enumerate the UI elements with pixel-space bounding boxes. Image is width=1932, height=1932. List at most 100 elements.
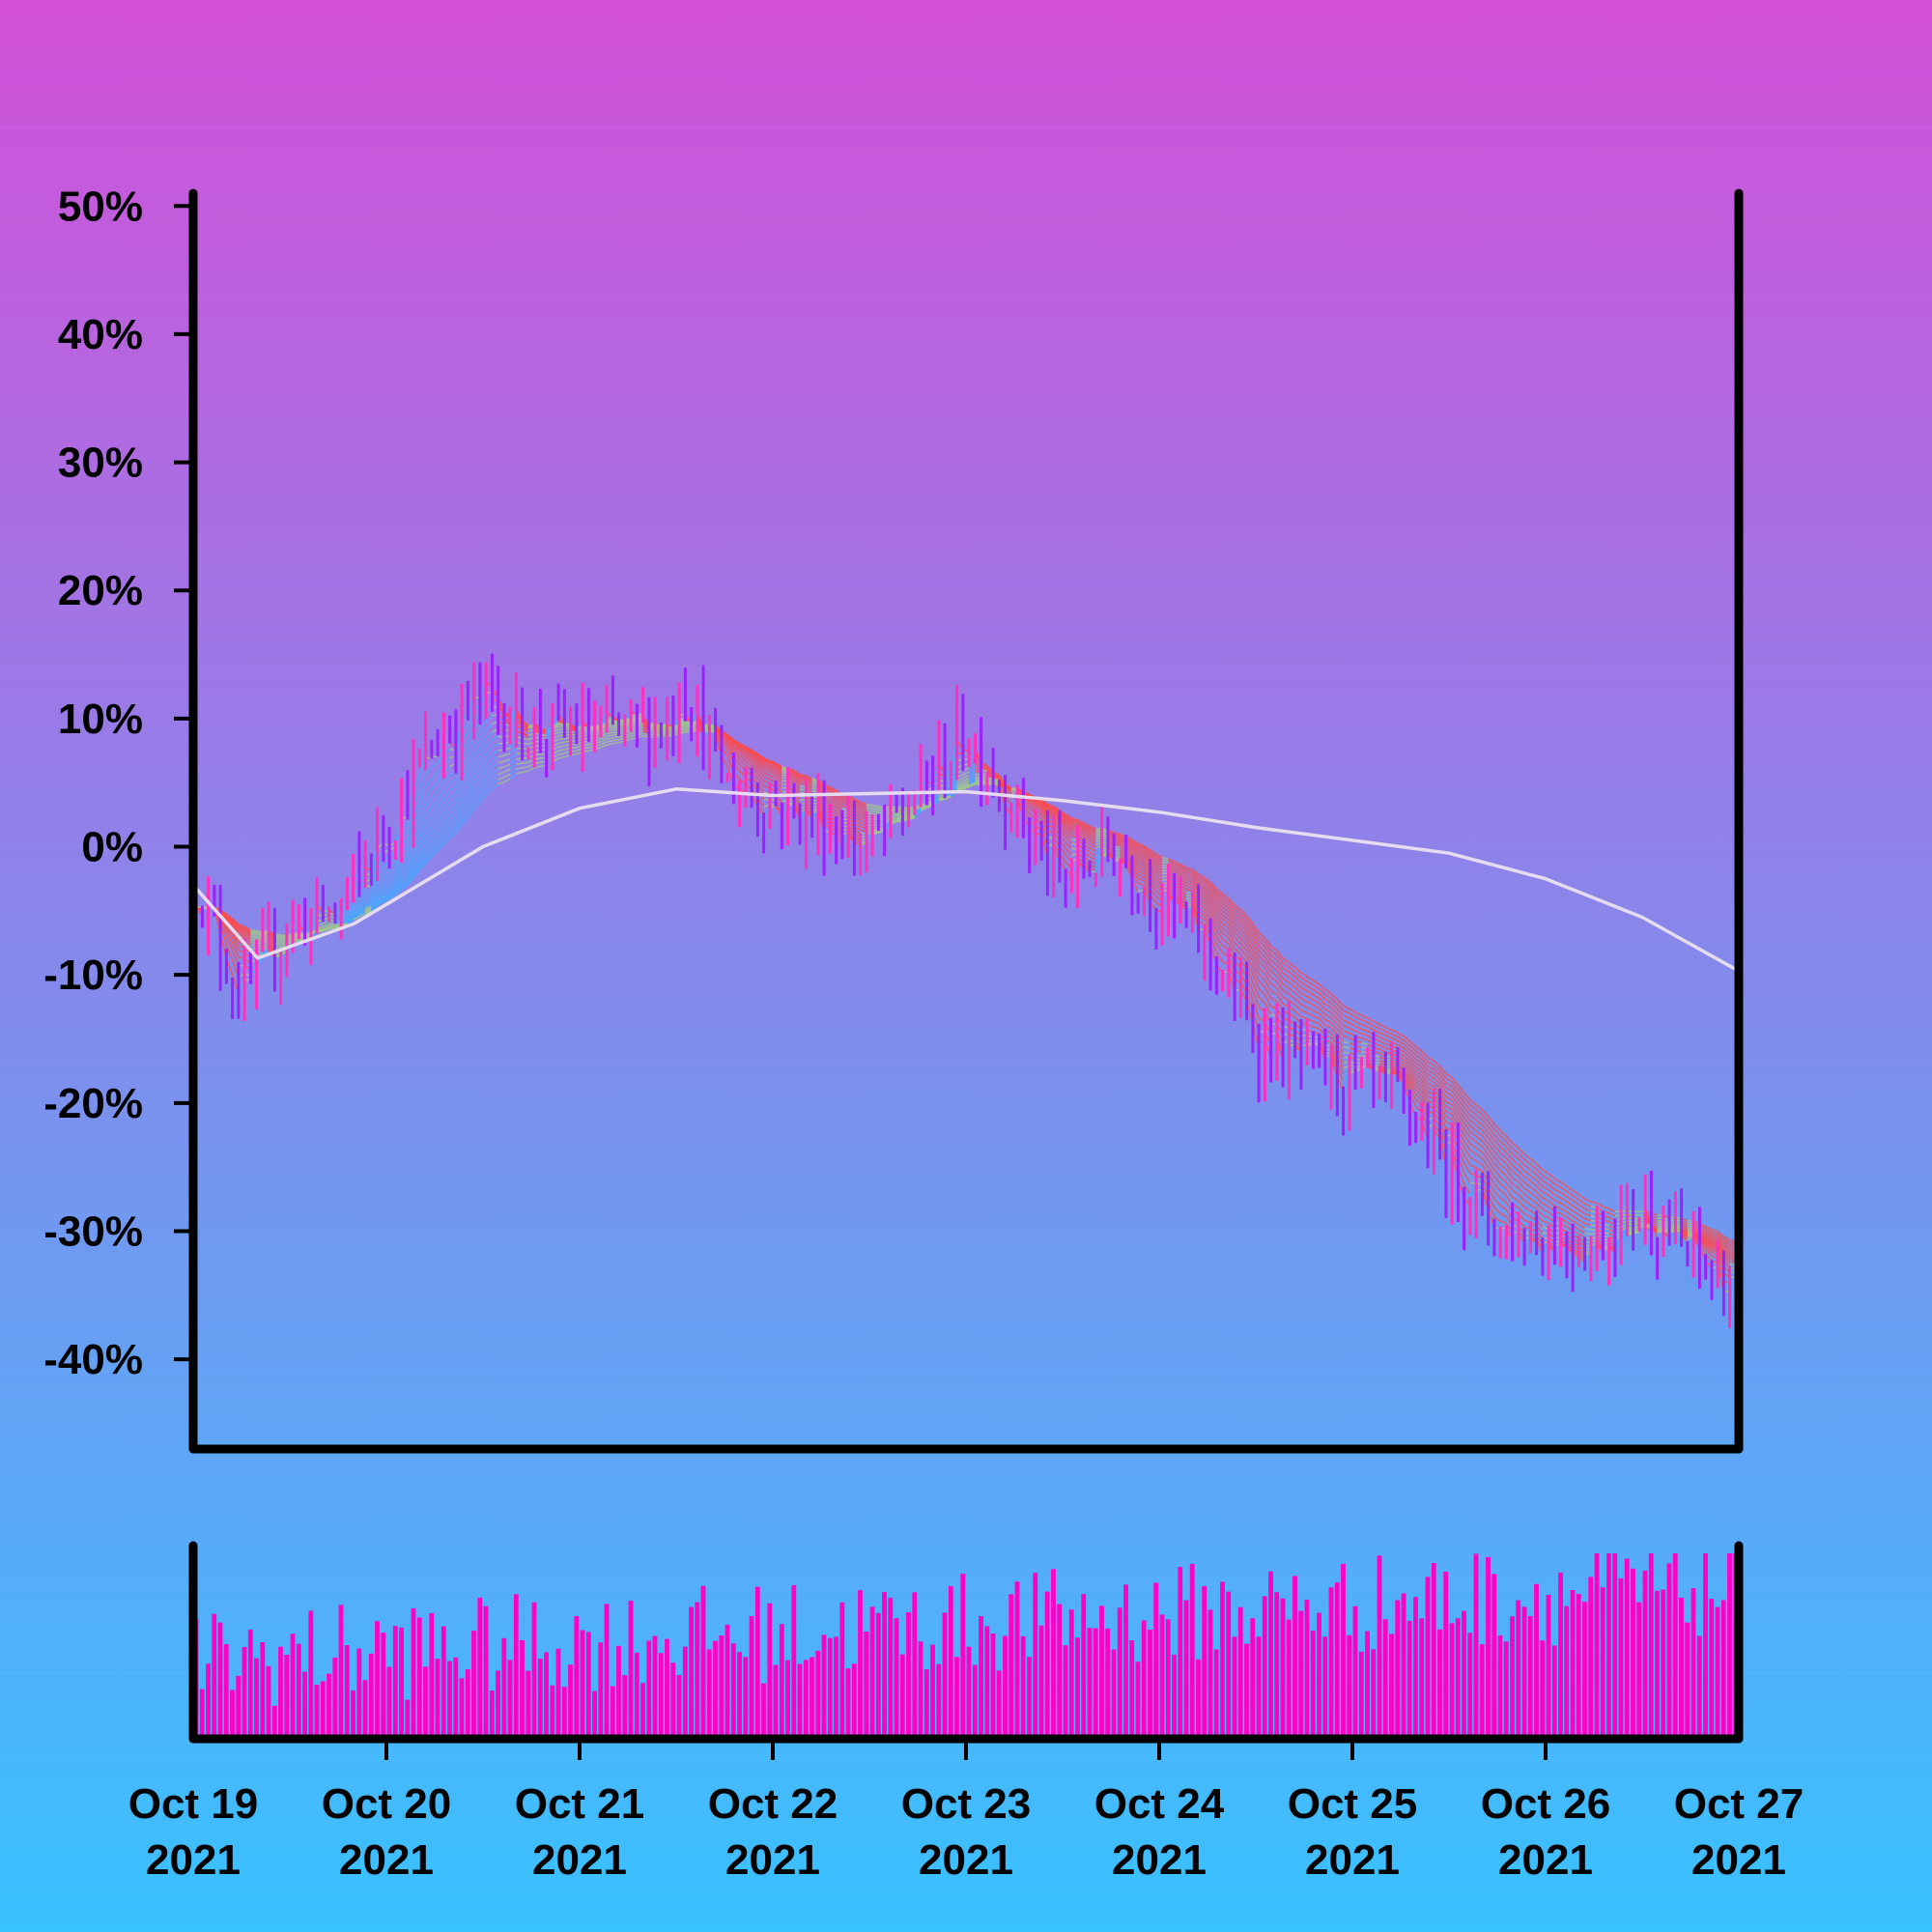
volume-bar (1020, 1635, 1026, 1739)
volume-bar (574, 1616, 580, 1739)
ribbon-segment (370, 895, 379, 905)
ribbon-segment (1294, 976, 1302, 983)
ribbon-segment (1270, 945, 1278, 952)
ribbon-segment (1204, 891, 1211, 898)
ribbon-segment (1191, 873, 1200, 880)
ribbon-segment (455, 794, 463, 807)
ribbon-segment (775, 767, 782, 774)
ribbon-segment (1354, 1030, 1362, 1035)
ribbon-segment (407, 869, 414, 880)
ribbon-segment (1438, 1065, 1447, 1075)
ribbon-segment (1282, 967, 1290, 973)
ribbon-segment (491, 783, 499, 790)
ribbon-segment (1505, 1188, 1514, 1198)
ribbon-segment (1542, 1174, 1549, 1180)
ribbon-segment (1204, 911, 1211, 921)
volume-bar (864, 1632, 869, 1739)
ribbon-segment (1155, 855, 1163, 861)
ribbon-segment (388, 892, 396, 897)
ribbon-segment (751, 753, 758, 759)
ribbon-segment (1523, 1158, 1531, 1165)
ribbon-segment (756, 768, 765, 778)
volume-bar (851, 1663, 857, 1739)
ribbon-segment (243, 928, 251, 934)
ribbon-segment (1433, 1068, 1441, 1076)
volume-bar (1720, 1600, 1726, 1739)
ribbon-segment (1487, 1148, 1495, 1158)
ribbon-segment (1608, 1212, 1616, 1217)
ribbon-segment (394, 889, 403, 896)
ribbon-segment (1536, 1163, 1544, 1171)
ribbon-segment (1234, 948, 1241, 955)
ribbon-segment (1137, 855, 1145, 861)
ribbon-segment (732, 746, 741, 753)
ribbon-segment (394, 880, 403, 890)
y-tick-label: -30% (43, 1208, 143, 1255)
ribbon-segment (1560, 1197, 1568, 1203)
ribbon-segment (1475, 1135, 1483, 1142)
volume-bar (1455, 1618, 1461, 1739)
ribbon-segment (225, 919, 234, 927)
ribbon-segment (1343, 1035, 1350, 1039)
ribbon-segment (854, 798, 861, 803)
volume-bar (936, 1663, 942, 1739)
ribbon-segment (383, 887, 390, 893)
ribbon-segment (1475, 1147, 1483, 1153)
ribbon-segment (769, 774, 777, 780)
ribbon-segment (383, 895, 390, 901)
volume-bar (990, 1634, 996, 1739)
ribbon-segment (1294, 981, 1302, 988)
ribbon-segment (1577, 1199, 1586, 1205)
ribbon-segment (401, 878, 409, 885)
ribbon-segment (1403, 1055, 1410, 1062)
ribbon-segment (1330, 1022, 1338, 1031)
volume-bar (1631, 1568, 1635, 1739)
ribbon-segment (1451, 1099, 1460, 1110)
ribbon-segment (1343, 1040, 1350, 1044)
ribbon-segment (1215, 899, 1224, 908)
ribbon-segment (1252, 999, 1260, 1019)
ribbon-segment (1536, 1185, 1544, 1193)
volume-bar (1618, 1577, 1624, 1739)
ribbon-segment (353, 911, 360, 918)
ribbon-segment (1560, 1212, 1568, 1218)
volume-bar (496, 1670, 500, 1739)
ribbon-segment (1361, 1041, 1368, 1045)
ribbon-segment (1239, 948, 1248, 957)
ribbon-segment (1239, 923, 1248, 932)
volume-bar (247, 1629, 253, 1739)
volume-bar (834, 1636, 838, 1739)
ribbon-segment (1264, 937, 1272, 947)
ribbon-segment (829, 800, 838, 806)
ribbon-segment (1209, 896, 1218, 905)
volume-bar (375, 1621, 380, 1739)
ribbon-segment (346, 912, 355, 922)
ribbon-segment (1481, 1146, 1490, 1155)
ribbon-segment (860, 805, 867, 810)
ribbon-segment (425, 853, 433, 862)
ribbon-segment (1529, 1186, 1538, 1193)
ribbon-segment (377, 900, 384, 906)
ribbon-segment (763, 775, 771, 781)
ribbon-segment (364, 898, 372, 904)
ribbon-segment (1191, 868, 1200, 875)
ribbon-segment (467, 738, 475, 751)
volume-bar (1437, 1629, 1442, 1739)
ribbon-segment (1397, 1036, 1405, 1041)
ribbon-segment (1378, 1027, 1386, 1033)
ribbon-segment (1252, 935, 1260, 947)
ribbon-segment (1385, 1031, 1392, 1036)
ribbon-segment (1179, 873, 1187, 878)
ribbon-segment (1047, 805, 1054, 810)
ribbon-segment (1282, 957, 1290, 964)
volume-bar (1334, 1582, 1340, 1739)
ribbon-segment (364, 905, 372, 910)
ribbon-segment (726, 739, 735, 750)
volume-bar (1347, 1634, 1352, 1739)
ribbon-segment (473, 802, 481, 811)
volume-bar (791, 1585, 797, 1739)
volume-bar (1165, 1619, 1171, 1739)
ribbon-segment (412, 839, 421, 852)
ribbon-segment (1475, 1104, 1483, 1111)
ribbon-segment (1711, 1228, 1719, 1233)
